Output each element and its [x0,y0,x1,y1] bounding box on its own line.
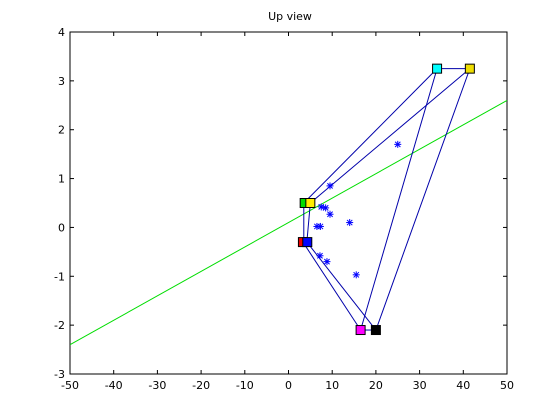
x-tick-label: -50 [61,379,79,392]
star-stroke [346,219,353,226]
reference-line [70,99,507,346]
y-tick-label: -3 [54,368,65,381]
star-stroke [327,182,333,189]
star-stroke [327,211,333,218]
y-tick-label: 3 [58,75,65,88]
y-tick-label: 2 [58,124,65,137]
x-tick-label: -30 [148,379,166,392]
frame-segment [302,241,362,331]
chart-title: Up view [268,10,312,23]
square-marker [432,63,443,74]
star-point [394,140,402,148]
star-stroke [322,204,329,211]
star-point [326,210,334,218]
x-tick-label: 40 [456,379,470,392]
x-tick-label: -40 [105,379,123,392]
x-tick-label: 30 [413,379,427,392]
y-tick-label: 0 [58,221,65,234]
x-tick-label: 50 [500,379,514,392]
frame-segment [310,68,471,204]
frame-segment [303,68,438,204]
x-tick-label: -10 [236,379,254,392]
star-point [316,252,324,260]
y-tick-label: 4 [58,26,65,39]
star-point [352,271,360,279]
star-point [317,203,325,211]
y-tick-label: -1 [54,270,65,283]
axes-frame [69,31,508,375]
frame-segment [306,202,311,243]
square-marker [305,198,316,208]
star-stroke [394,141,401,148]
star-point [346,219,354,227]
x-tick-label: 0 [285,379,292,392]
star-point [326,182,334,190]
star-point [316,222,324,230]
y-tick-label: -2 [54,319,65,332]
square-marker [302,237,313,248]
star-stroke [316,252,323,259]
star-stroke [317,223,324,230]
frame-segment [375,68,471,331]
square-marker [370,325,381,336]
x-tick-label: 20 [369,379,383,392]
plot-area [70,63,507,346]
x-tick-label: 10 [325,379,339,392]
plot-content [70,63,507,346]
star-stroke [318,203,325,210]
square-marker [464,63,475,74]
x-tick-label: -20 [192,379,210,392]
star-stroke [353,271,360,278]
square-marker [355,325,366,336]
frame-segment [360,68,438,331]
y-tick-label: 1 [58,173,65,186]
star-point [323,258,331,266]
star-stroke [323,258,330,265]
star-point [322,204,330,212]
